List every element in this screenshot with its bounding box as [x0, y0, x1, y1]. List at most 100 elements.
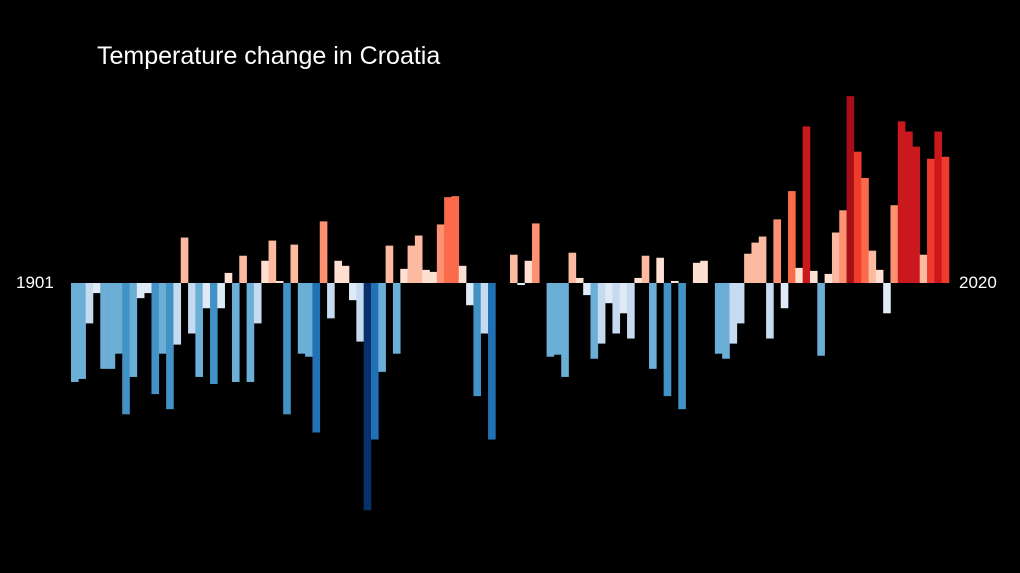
bar-1963: [524, 260, 533, 283]
bar-2015: [905, 131, 913, 283]
bar-1957: [480, 283, 489, 334]
bar-1994: [751, 242, 760, 283]
bar-2005: [831, 232, 840, 283]
bar-1916: [180, 237, 189, 283]
bar-1961: [510, 254, 518, 283]
bar-2010: [868, 250, 877, 283]
bar-2006: [839, 210, 847, 283]
end-year-label: 2020: [959, 273, 997, 292]
bar-1942: [370, 283, 379, 440]
bar-1977: [627, 283, 635, 339]
bar-1958: [488, 283, 496, 440]
bar-1944: [385, 245, 394, 283]
bar-2017: [919, 254, 928, 283]
bar-1905: [100, 283, 108, 369]
bar-1925: [246, 283, 255, 382]
bar-1971: [583, 283, 591, 296]
bar-1922: [224, 272, 233, 283]
chart-title: Temperature change in Croatia: [97, 42, 441, 70]
bar-1981: [656, 257, 664, 283]
bar-1962: [517, 283, 525, 286]
bar-1903: [85, 283, 94, 324]
bar-2020: [941, 156, 950, 283]
bar-1935: [319, 221, 328, 283]
bar-1955: [466, 283, 474, 306]
bar-1997: [773, 219, 782, 283]
bar-1902: [78, 283, 86, 379]
bar-1946: [400, 268, 408, 283]
bar-1937: [334, 260, 343, 283]
bar-1941: [363, 283, 372, 511]
bar-1956: [473, 283, 482, 397]
bar-1918: [195, 283, 203, 377]
bar-1912: [151, 283, 160, 395]
bar-2001: [802, 126, 811, 283]
bar-1993: [744, 253, 752, 283]
bar-1924: [239, 255, 247, 283]
bar-1921: [217, 283, 225, 309]
bar-1923: [231, 283, 240, 382]
bar-1950: [429, 271, 438, 283]
bar-1998: [780, 283, 789, 309]
bar-1980: [649, 283, 657, 369]
bar-1909: [129, 283, 138, 377]
bar-1996: [766, 283, 774, 339]
bar-1917: [188, 283, 196, 334]
bar-1932: [297, 283, 306, 354]
bar-1936: [327, 283, 335, 319]
bar-2011: [875, 269, 884, 283]
bar-1995: [758, 236, 767, 283]
bar-1987: [700, 260, 708, 283]
bar-1999: [788, 191, 796, 283]
bar-1911: [144, 283, 152, 294]
bar-1969: [568, 252, 577, 283]
bar-1901: [71, 283, 79, 382]
bar-2012: [883, 283, 891, 314]
bar-1933: [305, 283, 313, 357]
bar-2013: [890, 205, 899, 283]
bar-1929: [275, 280, 284, 283]
bar-2014: [897, 121, 906, 284]
bar-1948: [414, 235, 423, 283]
bar-2018: [927, 158, 935, 283]
bar-1930: [283, 283, 291, 415]
bar-1943: [378, 283, 386, 372]
bar-1974: [605, 283, 613, 304]
bar-1975: [612, 283, 621, 334]
bar-1991: [729, 283, 738, 344]
bar-1968: [561, 283, 569, 377]
bar-1986: [692, 262, 701, 283]
bar-2003: [817, 283, 825, 356]
bar-1920: [210, 283, 218, 384]
bar-1992: [736, 283, 745, 324]
bar-1913: [158, 283, 167, 354]
bar-1947: [407, 245, 416, 283]
bar-1983: [670, 280, 679, 283]
bar-2002: [809, 270, 818, 283]
bar-1972: [590, 283, 599, 359]
bar-1982: [663, 283, 672, 397]
bar-1964: [531, 223, 540, 283]
bar-1927: [261, 260, 269, 283]
bar-1915: [173, 283, 182, 345]
bar-1908: [122, 283, 130, 415]
bar-1931: [290, 244, 299, 283]
bar-1940: [356, 283, 364, 342]
bar-1926: [253, 283, 262, 324]
bar-1939: [349, 283, 357, 301]
bar-1979: [641, 255, 650, 283]
bar-1976: [619, 283, 628, 314]
bar-2008: [853, 151, 862, 283]
bar-1906: [107, 283, 116, 369]
start-year-label: 1901: [16, 273, 54, 292]
bar-1966: [546, 283, 555, 357]
bar-1904: [92, 283, 101, 294]
bar-1910: [136, 283, 145, 299]
bar-2019: [934, 131, 942, 283]
bar-1938: [341, 265, 350, 283]
bar-1914: [166, 283, 174, 410]
bar-1973: [597, 283, 606, 344]
bar-1907: [114, 283, 123, 354]
bar-1928: [268, 240, 277, 283]
bar-2007: [846, 96, 855, 284]
